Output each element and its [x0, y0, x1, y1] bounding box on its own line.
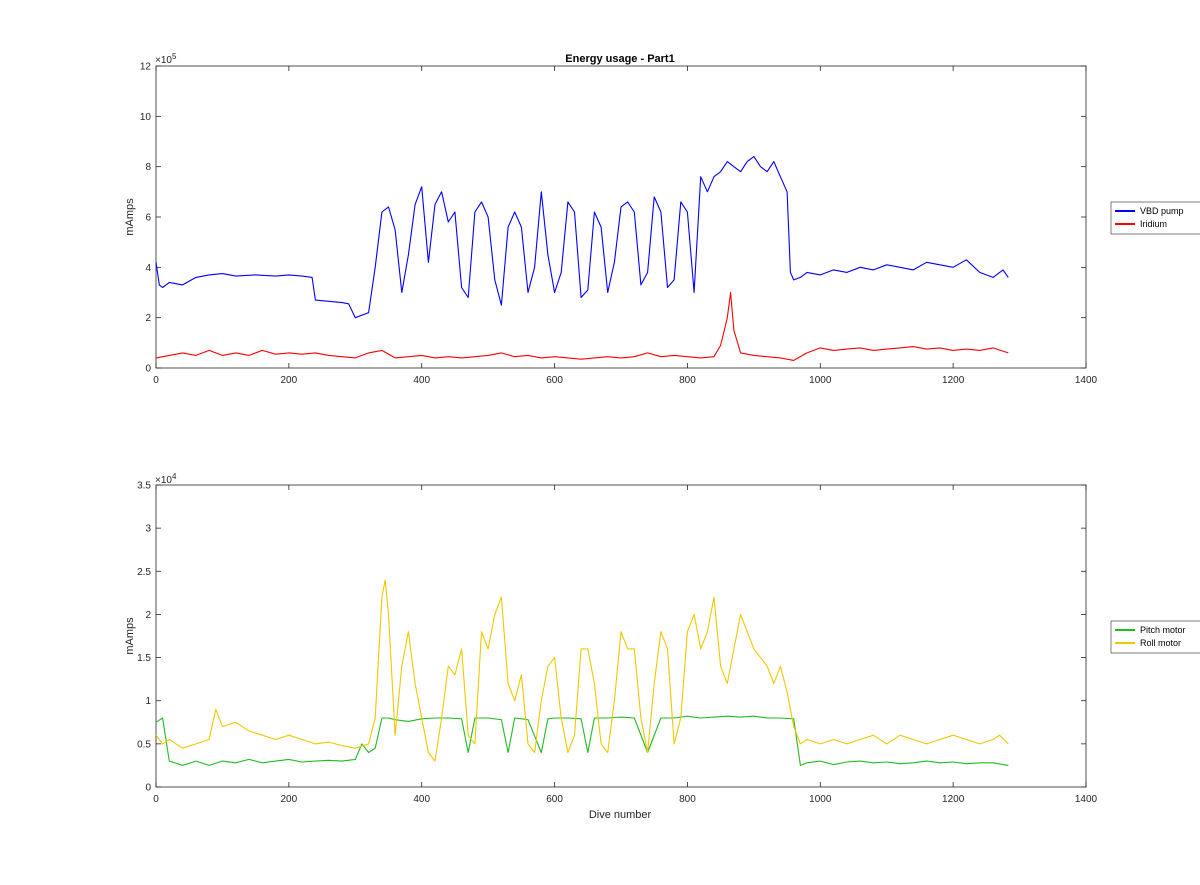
chart-title: Energy usage - Part1: [565, 53, 674, 65]
bottom-x-tick-label: 0: [153, 794, 159, 805]
top-y-tick-label: 12: [140, 62, 152, 73]
bottom-x-tick-label: 200: [281, 794, 298, 805]
bottom-axes-box: [155, 484, 1087, 788]
top-y-tick-label: 4: [145, 263, 151, 274]
bottom-y-axis-label: mAmps: [124, 617, 136, 655]
bottom-y-tick-label: 1.5: [137, 653, 151, 664]
top-x-tick-label: 1200: [942, 375, 965, 386]
legend-label-roll-motor: Roll motor: [1140, 638, 1181, 648]
top-y-tick-label: 8: [145, 162, 151, 173]
top-y-exponent-power: 5: [172, 52, 177, 61]
bottom-x-tick-label: 1000: [809, 794, 832, 805]
bottom-y-exponent-base: ×10: [155, 475, 172, 486]
series-line-roll-motor: [155, 579, 1009, 762]
bottom-y-tick-label: 2: [145, 610, 151, 621]
top-x-tick-label: 200: [281, 375, 298, 386]
top-legend-box: [1110, 201, 1200, 235]
series-line-vbd-pump: [155, 156, 1009, 319]
bottom-y-exponent: ×104: [155, 472, 177, 486]
bottom-y-tick-label: 2.5: [137, 567, 151, 578]
bottom-x-tick-label: 1400: [1075, 794, 1098, 805]
bottom-y-tick-label: 3: [145, 524, 151, 535]
top-x-tick-label: 400: [413, 375, 430, 386]
top-x-tick-label: 600: [546, 375, 563, 386]
bottom-y-tick-label: 3.5: [137, 481, 151, 492]
top-y-exponent: ×105: [155, 52, 177, 66]
series-line-iridium: [155, 291, 1009, 361]
bottom-y-tick-label: 1: [145, 696, 151, 707]
legend-label-vbd-pump: VBD pump: [1140, 206, 1184, 216]
bottom-x-tick-label: 400: [413, 794, 430, 805]
top-y-tick-label: 0: [145, 364, 151, 375]
bottom-x-axis-label: Dive number: [589, 809, 652, 821]
bottom-y-exponent-power: 4: [172, 472, 177, 481]
bottom-x-tick-label: 600: [546, 794, 563, 805]
legend-label-pitch-motor: Pitch motor: [1140, 625, 1186, 635]
series-line-pitch-motor: [155, 715, 1009, 766]
top-y-tick-label: 2: [145, 313, 151, 324]
top-axes-box: [155, 65, 1087, 369]
top-x-tick-label: 1400: [1075, 375, 1098, 386]
top-y-tick-label: 6: [145, 213, 151, 224]
bottom-x-tick-label: 1200: [942, 794, 965, 805]
legend-label-iridium: Iridium: [1140, 219, 1167, 229]
bottom-y-tick-label: 0.5: [137, 739, 151, 750]
top-x-tick-label: 800: [679, 375, 696, 386]
top-y-axis-label: mAmps: [124, 198, 136, 236]
bottom-legend-box: [1110, 620, 1200, 654]
bottom-x-tick-label: 800: [679, 794, 696, 805]
top-y-tick-label: 10: [140, 112, 152, 123]
top-y-exponent-base: ×10: [155, 55, 172, 66]
top-x-tick-label: 1000: [809, 375, 832, 386]
bottom-y-tick-label: 0: [145, 783, 151, 794]
top-x-tick-label: 0: [153, 375, 159, 386]
